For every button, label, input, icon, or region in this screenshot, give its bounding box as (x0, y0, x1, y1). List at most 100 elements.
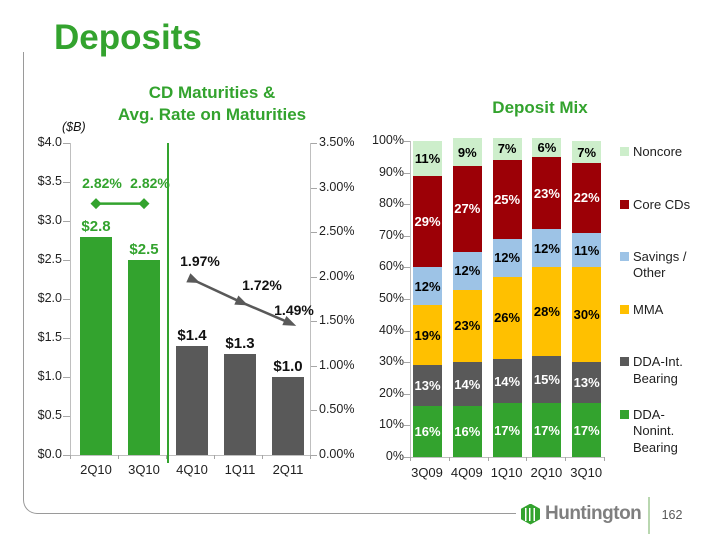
slide-border (23, 52, 516, 514)
mix-bar-segment: 19% (413, 305, 442, 366)
x-axis-category-label: 4Q10 (176, 462, 208, 477)
x-axis-tick (604, 457, 605, 461)
x-axis-category-label: 4Q09 (450, 465, 483, 480)
y-axis-tick (63, 338, 70, 339)
rate-label: 1.49% (274, 302, 314, 319)
cd-bar-value-label: $2.8 (81, 217, 111, 235)
y2-axis-tick-label: 0.00% (319, 447, 355, 461)
mix-bar-segment: 17% (492, 403, 522, 457)
y-axis-tick (404, 172, 410, 174)
y-axis-line (410, 141, 411, 457)
y2-axis-tick-label: 2.00% (319, 268, 355, 283)
y-axis-tick (404, 204, 410, 206)
y-axis-tick (63, 455, 70, 456)
y2-axis-tick-label: 0.50% (319, 402, 355, 417)
hexagon-stripes (525, 507, 536, 521)
legend-item: Savings / Other (620, 249, 686, 282)
legend-item: Core CDs (620, 197, 690, 213)
mix-bar-segment: 12% (532, 229, 562, 268)
y-axis-tick (404, 457, 410, 458)
brand-name: Huntington (545, 503, 642, 524)
y2-axis-tick (310, 365, 317, 367)
y-axis-tick-label: $4.0 (37, 135, 62, 149)
mix-bar-segment: 17% (532, 403, 562, 457)
mix-bar-segment: 14% (452, 362, 482, 407)
y-axis-tick-label: 90% (378, 164, 404, 179)
y2-axis-tick-label: 3.50% (319, 135, 355, 149)
cd-bar (272, 377, 304, 455)
y2-axis-tick (310, 410, 317, 412)
page-title: Deposits (54, 18, 202, 57)
x-axis-category-label: 1Q10 (490, 465, 523, 480)
y2-axis-tick (310, 187, 317, 189)
y-axis-tick-label: $2.0 (37, 291, 62, 305)
y-axis-tick-label: 10% (378, 417, 404, 432)
rate-label: 1.97% (180, 253, 220, 270)
y-axis-tick-label: 70% (378, 227, 404, 242)
y-axis-tick (404, 299, 410, 300)
y-axis-tick (63, 260, 70, 261)
x-axis-tick (448, 457, 450, 461)
cd-bar (224, 353, 256, 455)
y2-axis-tick (310, 276, 317, 278)
y-axis-tick (404, 267, 410, 269)
y-axis-tick (404, 393, 410, 395)
y-axis-tick-label: $1.0 (37, 369, 62, 383)
footer-divider (648, 497, 650, 534)
y-axis-tick-label: 40% (378, 322, 404, 337)
mix-bar-segment: 14% (492, 359, 522, 404)
mix-bar-segment: 25% (492, 159, 522, 239)
x-axis-tick (262, 455, 263, 459)
y2-axis-tick-label: 3.00% (319, 179, 355, 194)
mix-bar-segment: 29% (413, 175, 442, 268)
cd-bar-value-label: $2.5 (129, 241, 159, 258)
x-axis-category-label: 3Q09 (411, 465, 443, 480)
legend-label: MMA (633, 301, 664, 317)
x-axis-tick (310, 455, 311, 459)
x-axis-category-label: 2Q10 (80, 462, 112, 477)
rate-label: 2.82% (82, 174, 122, 191)
mix-bar-segment: 7% (492, 137, 522, 160)
mix-bar-segment: 11% (572, 232, 602, 268)
legend-item: MMA (620, 302, 663, 318)
mix-bar-segment: 28% (532, 267, 562, 356)
x-axis-category-label: 2Q10 (530, 465, 563, 480)
x-axis-line (410, 457, 605, 458)
mix-bar-segment: 27% (452, 166, 482, 252)
x-axis-category-label: 2Q11 (272, 462, 304, 477)
dda-int-bearing-legend-swatch (620, 357, 629, 367)
cd-bar-value-label: $1.3 (225, 334, 255, 352)
y-axis-tick (63, 143, 70, 144)
y-axis-tick (404, 362, 410, 364)
legend-label: Noncore (633, 144, 683, 159)
mix-bar-segment: 11% (413, 141, 442, 176)
y2-axis-tick (310, 232, 317, 234)
legend-label: DDA-Int. Bearing (633, 354, 683, 386)
y-axis-tick-label: 60% (378, 259, 404, 274)
x-axis-category-label: 3Q10 (128, 462, 160, 477)
x-axis-tick (526, 457, 528, 461)
y-axis-tick (63, 182, 70, 183)
x-axis-category-label: 1Q11 (224, 462, 256, 477)
mix-bar-segment: 13% (572, 362, 602, 404)
dda-nonint-bearing-legend-swatch (620, 410, 629, 419)
legend-label: DDA- Nonint. Bearing (633, 407, 678, 455)
mix-bar-segment: 17% (572, 403, 602, 457)
y2-axis-tick-label: 1.50% (319, 313, 355, 328)
y-axis-tick (404, 425, 410, 427)
y-axis-tick-label: 20% (378, 385, 404, 400)
y-axis-tick (404, 330, 410, 332)
x-axis-tick (166, 455, 167, 459)
x-axis-tick (410, 457, 411, 461)
cd-chart-units-label: ($B) (62, 120, 86, 134)
mix-bar-segment: 15% (532, 355, 562, 404)
mix-bar-segment: 16% (413, 406, 442, 457)
y-axis-tick-label: $1.5 (37, 330, 62, 344)
mix-bar-segment: 13% (413, 365, 442, 407)
y-axis-tick (63, 299, 70, 300)
rate-label: 2.82% (130, 174, 170, 191)
y-axis-tick-label: $3.5 (37, 174, 62, 188)
cd-bar (176, 345, 208, 455)
